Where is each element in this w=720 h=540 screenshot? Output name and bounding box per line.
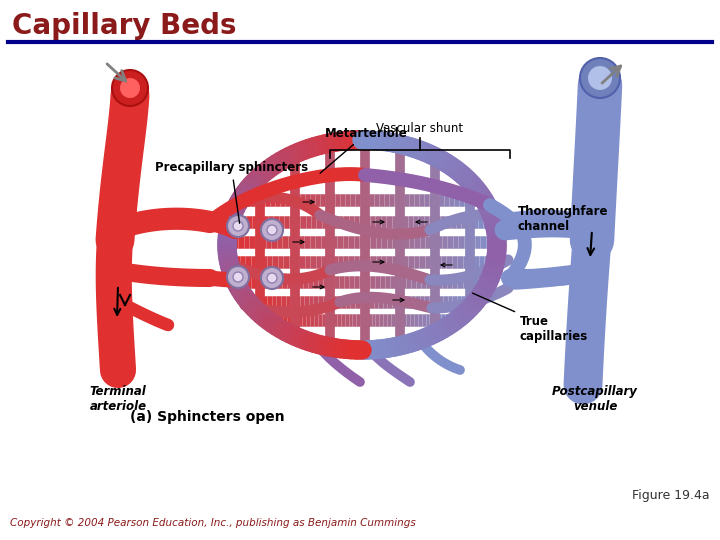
Text: Copyright © 2004 Pearson Education, Inc., publishing as Benjamin Cummings: Copyright © 2004 Pearson Education, Inc.… — [10, 518, 415, 528]
Circle shape — [267, 273, 277, 283]
Circle shape — [120, 78, 140, 98]
Text: Metarteriole: Metarteriole — [320, 127, 408, 173]
Text: Postcapillary
venule: Postcapillary venule — [552, 385, 638, 413]
Text: Figure 19.4a: Figure 19.4a — [632, 489, 710, 502]
Text: Thoroughfare
channel: Thoroughfare channel — [518, 205, 608, 233]
Circle shape — [267, 225, 277, 235]
Text: Terminal
arteriole: Terminal arteriole — [89, 385, 147, 413]
Circle shape — [227, 266, 249, 288]
Circle shape — [261, 219, 283, 241]
Circle shape — [261, 267, 283, 289]
Circle shape — [580, 58, 620, 98]
Text: True
capillaries: True capillaries — [472, 293, 588, 343]
Text: Precapillary sphincters: Precapillary sphincters — [155, 161, 308, 223]
Text: Vascular shunt: Vascular shunt — [377, 122, 464, 135]
Circle shape — [233, 221, 243, 231]
Circle shape — [112, 70, 148, 106]
Text: (a) Sphincters open: (a) Sphincters open — [130, 410, 284, 424]
Text: Capillary Beds: Capillary Beds — [12, 12, 236, 40]
Circle shape — [233, 272, 243, 282]
Circle shape — [227, 215, 249, 237]
Circle shape — [588, 66, 612, 90]
